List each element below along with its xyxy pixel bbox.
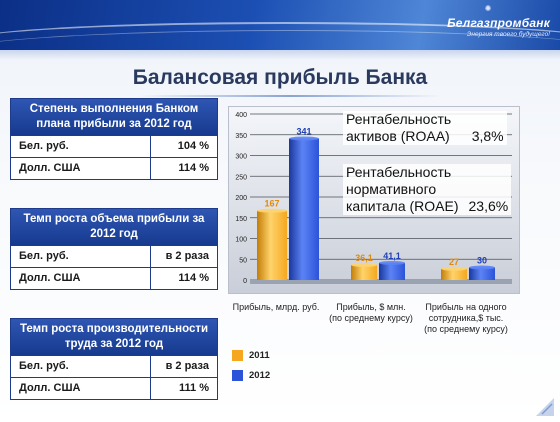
bar-value-label: 167 — [264, 199, 279, 209]
legend-swatch — [232, 370, 243, 381]
bar-value-label: 27 — [449, 257, 459, 267]
bar-cap — [351, 263, 377, 268]
row-label: Бел. руб. — [11, 136, 151, 157]
table-row: Долл. США 114 % — [11, 267, 217, 289]
logo-tagline: Энергия твоего будущего! — [466, 31, 550, 38]
row-label: Долл. США — [11, 378, 151, 399]
legend-label: 2012 — [249, 370, 271, 381]
roaa-annotation: Рентабельность активов (ROAA) 3,8% — [343, 111, 507, 145]
roaa-line2: активов (ROAA) — [346, 128, 450, 144]
bar-2012-1 — [379, 262, 405, 280]
logo-flame-icon: ✺ — [484, 4, 492, 13]
bar-cap — [289, 136, 319, 141]
slide-corner-icon — [536, 398, 554, 416]
y-tick-label: 50 — [239, 257, 247, 264]
category-label-line: Прибыль, млрд. руб. — [232, 302, 320, 312]
row-value: 104 % — [177, 140, 209, 152]
page-title: Балансовая прибыль Банка — [132, 66, 428, 89]
row-label: Долл. США — [11, 268, 151, 289]
bank-logo: ✺ Белгазпромбанк Энергия твоего будущего… — [430, 4, 550, 42]
roae-annotation: Рентабельность нормативного капитала (RO… — [343, 164, 512, 215]
table-row: Бел. руб. в 2 раза — [11, 355, 217, 377]
bar-2011-0 — [257, 210, 287, 280]
bar-2011-1 — [351, 265, 377, 280]
table-heading: Темп роста производительности труда за 2… — [11, 319, 217, 355]
category-label-line: сотрудника,$ тыс. — [428, 313, 504, 323]
bar-cap — [441, 266, 467, 271]
table-row: Долл. США 111 % — [11, 377, 217, 399]
table-heading: Степень выполнения Банком плана прибыли … — [11, 99, 217, 135]
bar-cap — [469, 265, 495, 270]
legend-swatch — [232, 350, 243, 361]
row-label: Долл. США — [11, 158, 151, 179]
category-label: Прибыль, $ млн. (по среднему курсу) — [326, 302, 416, 324]
legend-label: 2011 — [249, 350, 270, 361]
logo-name: Белгазпромбанк — [447, 16, 550, 30]
category-label-line: (по среднему курсу) — [329, 313, 413, 323]
bar-2012-2 — [469, 267, 495, 280]
chart-floor — [250, 280, 512, 284]
roaa-value: 3,8% — [471, 128, 504, 144]
profit-growth-table: Темп роста объема прибыли за 2012 год Бе… — [10, 208, 218, 290]
roae-line1: Рентабельность — [346, 164, 452, 180]
y-tick-label: 150 — [235, 216, 247, 223]
category-label-line: (по среднему курсу) — [424, 324, 508, 334]
y-tick-label: 300 — [235, 154, 247, 161]
title-divider — [140, 95, 440, 97]
row-value: в 2 раза — [165, 250, 209, 262]
header-banner: ✺ Белгазпромбанк Энергия твоего будущего… — [0, 0, 560, 50]
productivity-growth-table: Темп роста производительности труда за 2… — [10, 318, 218, 400]
row-label: Бел. руб. — [11, 356, 151, 377]
category-label-line: Прибыль, $ млн. — [336, 302, 406, 312]
row-value: 111 % — [179, 382, 209, 394]
legend-item-2011: 2011 — [232, 350, 270, 361]
row-value: 114 % — [178, 272, 209, 284]
table-row: Бел. руб. 104 % — [11, 135, 217, 157]
y-tick-label: 200 — [235, 195, 247, 202]
bar-2012-0 — [289, 138, 319, 280]
header-subband — [0, 50, 560, 60]
y-tick-label: 100 — [235, 237, 247, 244]
category-label-line: Прибыль на одного — [425, 302, 507, 312]
row-label: Бел. руб. — [11, 246, 151, 267]
roae-line2: нормативного — [346, 181, 437, 197]
bar-cap — [257, 208, 287, 213]
y-tick-label: 250 — [235, 174, 247, 181]
category-label: Прибыль на одного сотрудника,$ тыс. (по … — [416, 302, 516, 335]
roaa-line1: Рентабельность — [346, 111, 452, 127]
roae-value: 23,6% — [468, 198, 509, 214]
table-row: Долл. США 114 % — [11, 157, 217, 179]
row-value: 114 % — [178, 162, 209, 174]
legend-item-2012: 2012 — [232, 370, 270, 381]
plan-fulfillment-table: Степень выполнения Банком плана прибыли … — [10, 98, 218, 180]
y-tick-label: 0 — [243, 278, 247, 285]
table-row: Бел. руб. в 2 раза — [11, 245, 217, 267]
roae-line3: капитала (ROAE) — [346, 198, 459, 214]
bar-value-label: 341 — [296, 126, 311, 136]
bar-value-label: 30 — [477, 256, 487, 266]
category-label: Прибыль, млрд. руб. — [226, 302, 326, 313]
table-heading: Темп роста объема прибыли за 2012 год — [11, 209, 217, 245]
header-streak — [0, 22, 560, 50]
bar-cap — [379, 260, 405, 265]
row-value: в 2 раза — [165, 360, 209, 372]
y-tick-label: 400 — [235, 112, 247, 119]
bar-value-label: 41,1 — [383, 251, 401, 261]
bar-2011-2 — [441, 268, 467, 280]
y-tick-label: 350 — [235, 133, 247, 140]
header-streak — [0, 30, 560, 50]
bar-value-label: 36,1 — [355, 253, 373, 263]
